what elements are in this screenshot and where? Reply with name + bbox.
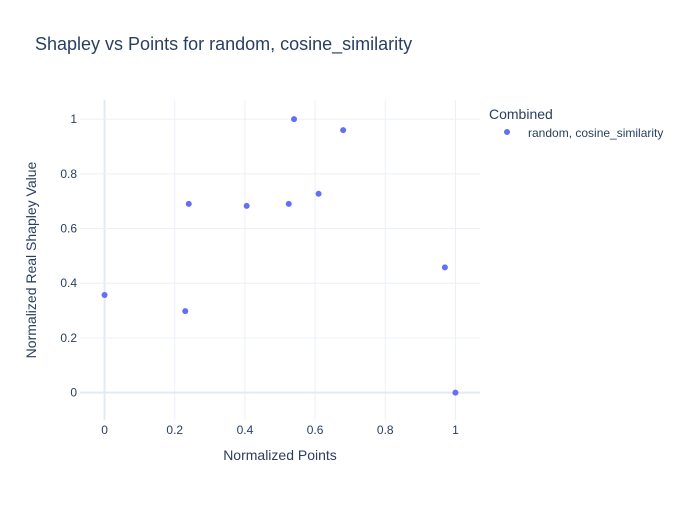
data-point [182,308,189,315]
data-point [340,127,347,134]
y-tick-label: 0 [70,386,77,400]
data-point [243,202,250,209]
data-points [101,116,459,396]
grid-lines [80,100,480,420]
x-axis-ticks: 0 0.2 0.4 0.6 0.8 1 [101,423,459,437]
data-point [315,190,322,197]
legend-marker [504,129,510,135]
data-point [285,200,292,207]
x-tick-label: 0.4 [237,423,254,437]
y-tick-label: 0.2 [60,331,77,345]
x-axis-label: Normalized Points [223,447,337,463]
x-tick-label: 1 [452,423,459,437]
x-tick-label: 0.6 [307,423,324,437]
y-tick-label: 0.6 [60,222,77,236]
plot-area: 0 0.2 0.4 0.6 0.8 1 0 0.2 0.4 0.6 0.8 1 [60,100,480,437]
legend-title: Combined [489,106,553,122]
y-tick-label: 0.8 [60,167,77,181]
legend: Combined random, cosine_similarity [489,106,663,140]
y-tick-label: 1 [70,112,77,126]
data-point [441,264,448,271]
data-point [291,116,298,123]
chart-title: Shapley vs Points for random, cosine_sim… [35,34,412,55]
x-tick-label: 0 [101,423,108,437]
y-axis-ticks: 0 0.2 0.4 0.6 0.8 1 [60,112,77,400]
legend-entry: random, cosine_similarity [528,126,663,140]
data-point [185,200,192,207]
y-axis-label: Normalized Real Shapley Value [23,161,39,358]
x-tick-label: 0.8 [377,423,394,437]
x-tick-label: 0.2 [166,423,183,437]
y-tick-label: 0.4 [60,276,77,290]
data-point [101,292,108,299]
data-point [452,389,459,396]
